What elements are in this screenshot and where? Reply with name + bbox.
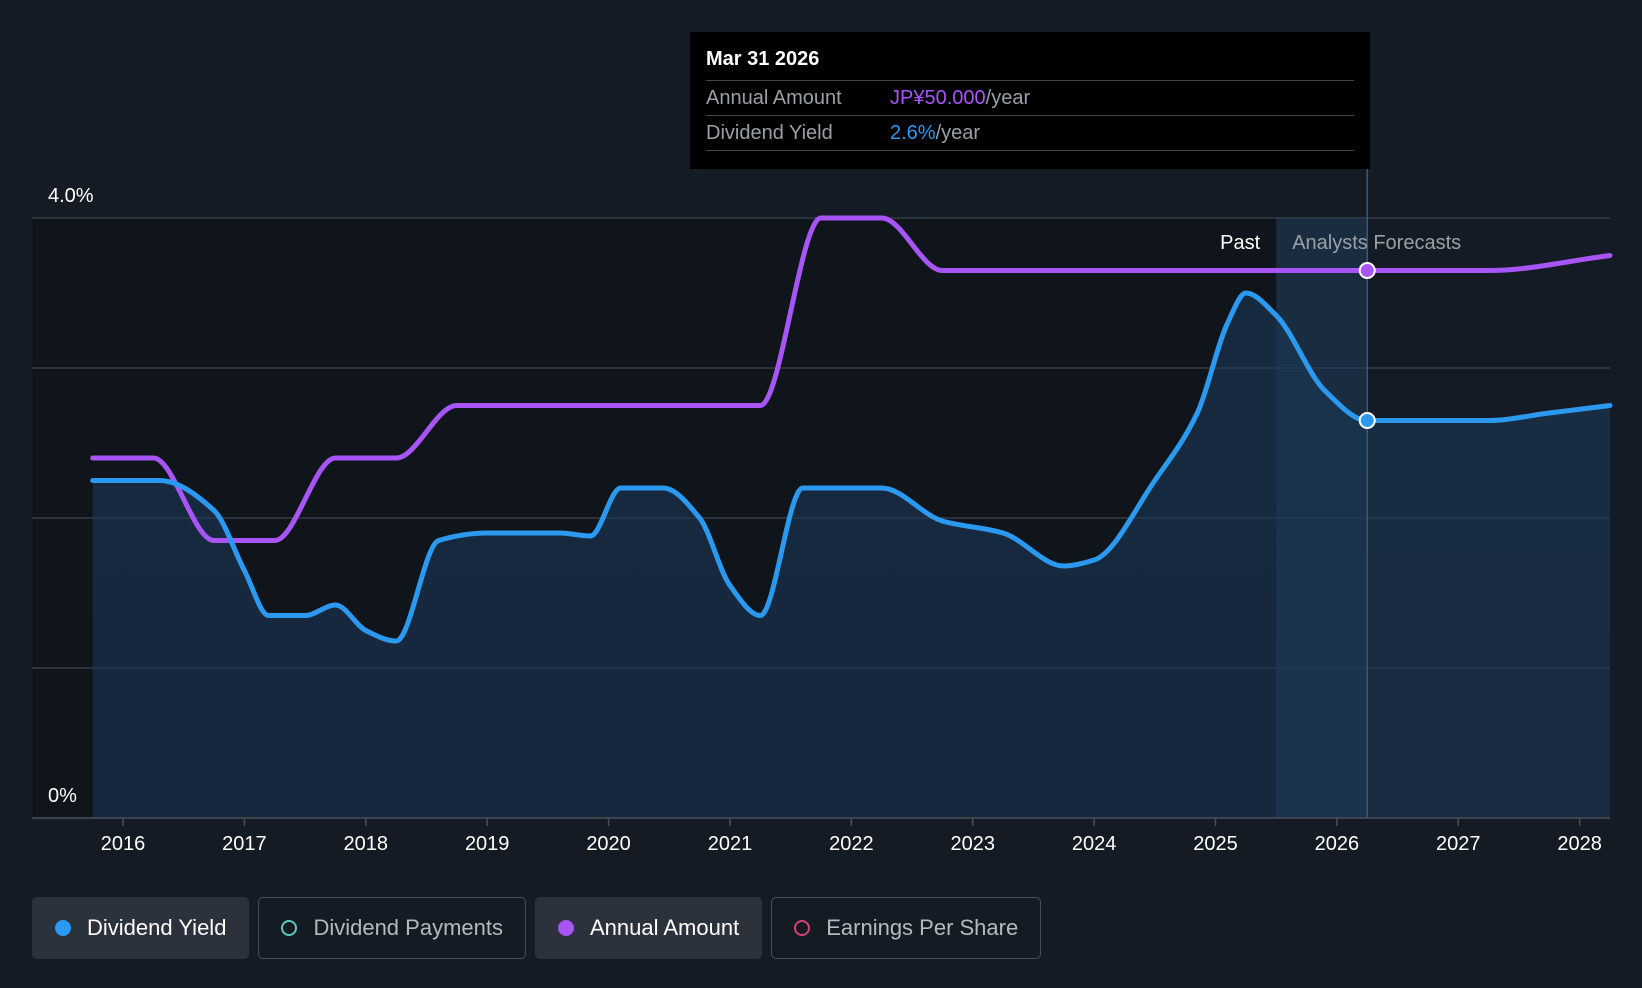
tooltip-label: Dividend Yield: [706, 122, 833, 144]
tooltip-label: Annual Amount: [706, 87, 842, 109]
x-tick-label: 2017: [222, 833, 267, 855]
dividend-yield-area: [92, 293, 1611, 818]
tooltip-row-dividend-yield: Dividend Yield 2.6% /year: [706, 116, 1354, 151]
dividend-chart: 2016 2017 2018 2019 2020 2021 2022 2023 2024 2025…: [32, 169, 1613, 855]
x-tick-label: 2021: [708, 833, 753, 855]
dividend-yield-line: [90, 290, 1613, 644]
legend-earnings-per-share[interactable]: Earnings Per Share: [771, 897, 1042, 959]
y-tick-label: 0%: [48, 785, 77, 807]
x-tick-label: 2024: [1072, 833, 1117, 855]
legend-label: Dividend Yield: [87, 915, 227, 940]
tooltip-unit: /year: [935, 122, 981, 144]
tooltip-value: JP¥50.000: [890, 87, 986, 109]
legend-dividend-payments[interactable]: Dividend Payments: [258, 897, 526, 959]
dividend-yield-dot-icon: [55, 920, 71, 936]
annual-amount-dot-icon: [557, 920, 574, 936]
tooltip-unit: /year: [985, 87, 1031, 109]
y-tick-label: 4.0%: [48, 185, 94, 207]
x-tick-label: 2027: [1436, 833, 1481, 855]
x-tick-label: 2026: [1315, 833, 1360, 855]
tooltip-value: 2.6%: [890, 122, 936, 144]
highlight-marker: [1358, 262, 1376, 279]
legend-label: Dividend Payments: [313, 915, 503, 940]
legend-label: Earnings Per Share: [826, 915, 1019, 940]
dividend-payments-ring-icon: [281, 920, 298, 936]
x-tick-label: 2020: [586, 833, 631, 855]
x-tick-label: 2023: [950, 833, 995, 855]
highlight-markers: [1358, 262, 1376, 429]
x-tick-label: 2028: [1557, 833, 1602, 855]
past-label: Past: [1220, 232, 1260, 254]
forecast-band: [1276, 218, 1368, 818]
x-tick-label: 2018: [344, 833, 389, 855]
legend-dividend-yield[interactable]: Dividend Yield: [32, 897, 250, 959]
x-axis-ticks: 2016 2017 2018 2019 2020 2021 2022 2023 2024 2025…: [101, 818, 1602, 855]
legend-label: Annual Amount: [589, 915, 740, 940]
x-tick-label: 2019: [465, 833, 510, 855]
x-tick-label: 2016: [101, 833, 146, 855]
legend: Dividend Yield Dividend Payments Annual …: [32, 897, 1042, 959]
forecast-label: Analysts Forecasts: [1292, 232, 1461, 254]
highlight-marker: [1358, 412, 1376, 429]
legend-annual-amount[interactable]: Annual Amount: [534, 897, 763, 959]
tooltip-date: Mar 31 2026: [706, 44, 1354, 81]
x-tick-label: 2025: [1193, 833, 1238, 855]
earnings-per-share-ring-icon: [794, 920, 811, 936]
tooltip-row-annual-amount: Annual Amount JP¥50.000 /year: [706, 81, 1354, 116]
x-tick-label: 2022: [829, 833, 874, 855]
y-axis-labels: 4.0% 0%: [48, 185, 94, 807]
tooltip: Mar 31 2026 Annual Amount JP¥50.000 /yea…: [690, 32, 1370, 169]
annual-amount-line: [90, 215, 1613, 543]
